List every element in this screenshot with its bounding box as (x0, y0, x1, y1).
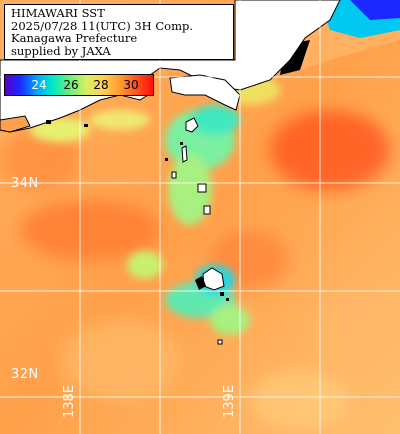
warm-patches (0, 110, 400, 430)
lon-label-139e: 139E (222, 384, 237, 418)
info-box: HIMAWARI SST 2025/07/28 11(UTC) 3H Comp.… (4, 4, 234, 60)
islands (171, 117, 225, 345)
region-name: Kanagawa Prefecture (11, 31, 138, 45)
legend-tick-26: 26 (63, 78, 79, 92)
lat-label-34n: 34N (11, 176, 39, 191)
legend-tick-28: 28 (93, 78, 109, 92)
land (0, 0, 341, 133)
color-legend: 24 26 28 30 (4, 74, 154, 96)
no-data-specks (46, 120, 229, 301)
supplier: supplied by JAXA (11, 43, 111, 58)
legend-tick-30: 30 (123, 78, 139, 92)
lat-label-32n: 32N (11, 367, 39, 382)
lon-label-138e: 138E (62, 384, 77, 418)
product-title: HIMAWARI SST (11, 6, 105, 20)
legend-tick-24: 24 (31, 78, 47, 92)
left-land-patch (0, 115, 31, 133)
timestamp: 2025/07/28 11(UTC) 3H Comp. (11, 18, 194, 33)
